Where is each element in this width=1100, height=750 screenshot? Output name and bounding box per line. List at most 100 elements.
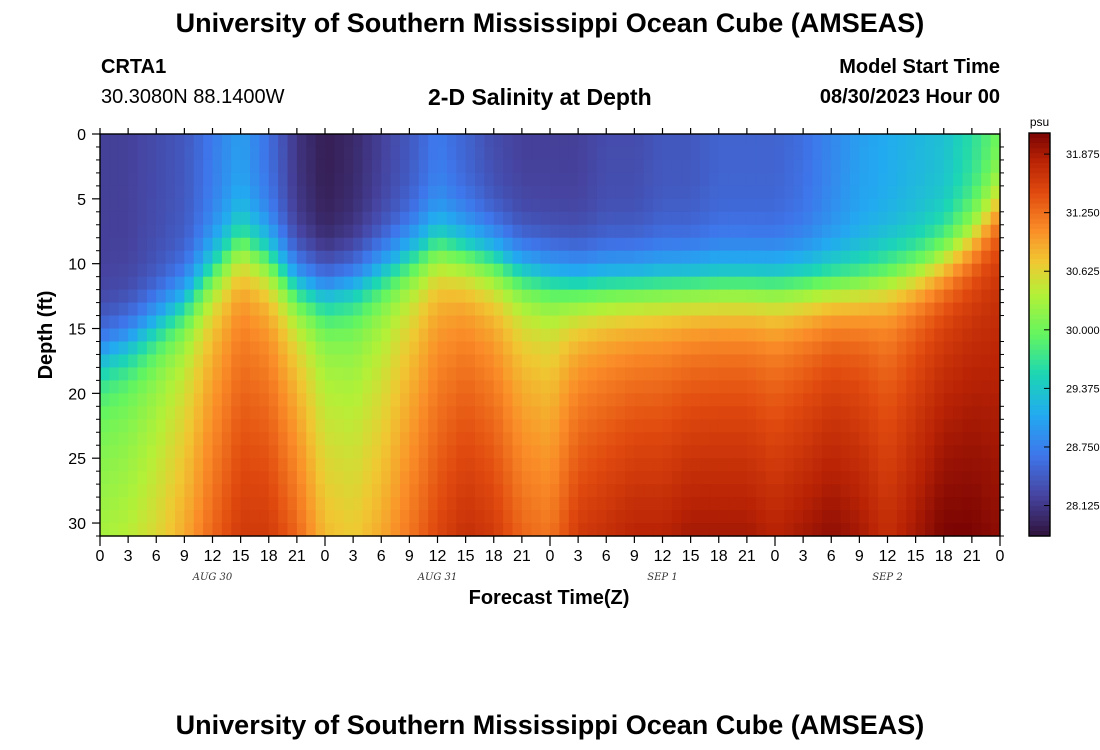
- heatmap-cell: [990, 471, 1001, 485]
- heatmap-cell: [203, 458, 214, 472]
- heatmap-cell: [334, 341, 345, 356]
- heatmap-cell: [662, 172, 673, 187]
- heatmap-cell: [887, 341, 898, 356]
- heatmap-cell: [681, 134, 692, 148]
- heatmap-cell: [409, 458, 420, 472]
- colorbar-segment: [1029, 168, 1050, 174]
- heatmap-cell: [353, 134, 364, 148]
- heatmap-cell: [371, 198, 382, 213]
- heatmap-cell: [109, 211, 120, 226]
- heatmap-cell: [165, 445, 176, 459]
- heatmap-cell: [540, 380, 551, 394]
- heatmap-cell: [240, 185, 251, 200]
- heatmap-cell: [521, 185, 532, 200]
- heatmap-cell: [259, 432, 270, 446]
- colorbar-segment: [1029, 450, 1050, 456]
- heatmap-cell: [700, 484, 710, 498]
- heatmap-cell: [587, 510, 598, 524]
- heatmap-cell: [156, 159, 167, 174]
- heatmap-cell: [821, 276, 832, 291]
- heatmap-cell: [165, 497, 176, 511]
- heatmap-cell: [250, 211, 260, 226]
- heatmap-cell: [671, 224, 682, 239]
- heatmap-cell: [296, 263, 307, 278]
- heatmap-cell: [643, 380, 654, 394]
- colorbar-segment: [1029, 274, 1050, 280]
- heatmap-cell: [493, 471, 504, 485]
- heatmap-cell: [437, 237, 448, 252]
- heatmap-cell: [690, 172, 701, 187]
- heatmap-cell: [596, 341, 607, 356]
- heatmap-cell: [746, 172, 757, 187]
- heatmap-cell: [165, 393, 176, 407]
- heatmap-cell: [596, 211, 607, 226]
- heatmap-cell: [765, 224, 776, 239]
- heatmap-cell: [896, 172, 907, 187]
- heatmap-cell: [578, 497, 589, 511]
- heatmap-cell: [728, 159, 739, 174]
- heatmap-cell: [840, 328, 851, 343]
- heatmap-cell: [821, 224, 832, 239]
- x-tick-label: 6: [602, 548, 611, 565]
- heatmap-cell: [690, 432, 701, 446]
- heatmap-cell: [681, 185, 692, 200]
- heatmap-cell: [306, 289, 317, 304]
- heatmap-cell: [493, 445, 504, 459]
- heatmap-cell: [793, 523, 804, 537]
- heatmap-cell: [540, 484, 551, 498]
- heatmap-cell: [756, 276, 767, 291]
- heatmap-cell: [475, 315, 485, 330]
- heatmap-cell: [625, 510, 635, 524]
- heatmap-cell: [306, 237, 317, 252]
- heatmap-cell: [268, 315, 279, 330]
- heatmap-cell: [625, 458, 635, 472]
- heatmap-cell: [550, 380, 560, 394]
- heatmap-cell: [296, 380, 307, 394]
- heatmap-cell: [784, 367, 795, 381]
- heatmap-cell: [456, 406, 467, 420]
- heatmap-cell: [400, 510, 410, 524]
- heatmap-cell: [446, 510, 457, 524]
- heatmap-cell: [578, 159, 589, 174]
- heatmap-cell: [203, 432, 214, 446]
- heatmap-cell: [737, 341, 748, 356]
- heatmap-cell: [343, 185, 354, 200]
- heatmap-cell: [484, 263, 495, 278]
- heatmap-cell: [981, 134, 992, 148]
- heatmap-cell: [784, 211, 795, 226]
- heatmap-cell: [306, 146, 317, 161]
- y-tick-label: 15: [68, 322, 86, 339]
- heatmap-cell: [165, 159, 176, 174]
- heatmap-cell: [868, 172, 879, 187]
- heatmap-cell: [156, 289, 167, 304]
- heatmap-cell: [840, 224, 851, 239]
- heatmap-cell: [137, 211, 148, 226]
- heatmap-cell: [109, 185, 120, 200]
- x-tick-label: 12: [429, 548, 447, 565]
- heatmap-cell: [878, 497, 889, 511]
- heatmap-cell: [850, 341, 860, 356]
- heatmap-cell: [709, 432, 720, 446]
- heatmap-cell: [784, 263, 795, 278]
- heatmap-cell: [934, 237, 945, 252]
- heatmap-cell: [484, 211, 495, 226]
- colorbar-segment: [1029, 415, 1050, 421]
- heatmap-cell: [118, 224, 129, 239]
- heatmap-cell: [503, 276, 514, 291]
- heatmap-cell: [465, 406, 476, 420]
- heatmap-cell: [568, 276, 579, 291]
- heatmap-cell: [596, 328, 607, 343]
- heatmap-cell: [709, 510, 720, 524]
- heatmap-cell: [962, 250, 973, 265]
- heatmap-cell: [418, 380, 429, 394]
- heatmap-cell: [859, 250, 870, 265]
- heatmap-cell: [718, 445, 729, 459]
- heatmap-cell: [250, 471, 260, 485]
- heatmap-cell: [353, 510, 364, 524]
- heatmap-cell: [540, 523, 551, 537]
- heatmap-cell: [981, 250, 992, 265]
- heatmap-cell: [118, 146, 129, 161]
- heatmap-cell: [793, 484, 804, 498]
- heatmap-cell: [953, 224, 964, 239]
- heatmap-cell: [896, 224, 907, 239]
